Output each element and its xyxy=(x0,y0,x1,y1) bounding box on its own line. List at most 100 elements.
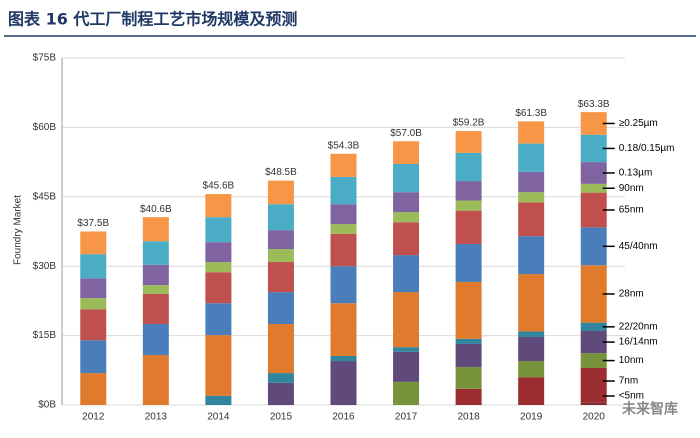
bar-segment xyxy=(455,338,482,344)
legend-label: 0.18/0.15µm xyxy=(619,143,675,154)
legend-label: 65nm xyxy=(619,205,644,216)
bar-segment xyxy=(580,134,607,163)
bar-segment xyxy=(142,355,169,405)
bar-segment xyxy=(518,377,545,405)
bar-segment xyxy=(267,249,294,263)
y-tick-label: $15B xyxy=(33,330,57,341)
total-label: $54.3B xyxy=(328,140,360,151)
bar-segment xyxy=(580,112,607,135)
bar-segment xyxy=(455,281,482,339)
bar-segment xyxy=(518,143,545,172)
bar-segment xyxy=(80,309,107,341)
bar-segment xyxy=(393,163,420,193)
bar-segment xyxy=(580,367,607,403)
bar-segment xyxy=(80,254,107,279)
bar-segment xyxy=(580,265,607,323)
bar-segment xyxy=(455,131,482,153)
bar-segment xyxy=(455,152,482,182)
x-tick-label: 2012 xyxy=(82,412,105,423)
bar-segment xyxy=(455,343,482,368)
legend-label: 22/20nm xyxy=(619,321,658,332)
total-label: $63.3B xyxy=(578,99,610,110)
bar-segment xyxy=(142,264,169,286)
bar-segment xyxy=(330,266,357,304)
legend-label: 7nm xyxy=(619,376,638,387)
x-tick-label: 2018 xyxy=(457,412,480,423)
bar-segment xyxy=(330,233,357,267)
bar-segment xyxy=(518,361,545,378)
bar-segment xyxy=(330,204,357,225)
bar-segment xyxy=(455,210,482,244)
bar-segment xyxy=(518,331,545,337)
bar-segment xyxy=(205,262,232,273)
bar-segment xyxy=(80,278,107,299)
y-tick-label: $75B xyxy=(33,53,57,64)
y-tick-label: $60B xyxy=(33,122,57,133)
bar-segment xyxy=(393,192,420,213)
watermark: 未来智库 xyxy=(622,401,678,417)
legend-label: 0.13µm xyxy=(619,168,653,179)
x-tick-label: 2017 xyxy=(395,412,418,423)
x-tick-label: 2013 xyxy=(145,412,168,423)
bar-segment xyxy=(80,373,107,405)
bar-segment xyxy=(205,303,232,336)
total-label: $45.6B xyxy=(203,181,235,192)
bar-segment xyxy=(80,231,107,255)
chart-title: 图表 16 代工厂制程工艺市场规模及预测 xyxy=(8,10,297,29)
bar-segment xyxy=(142,285,169,294)
bar-segment xyxy=(142,293,169,325)
bar-segment xyxy=(518,274,545,332)
bar-segment xyxy=(518,202,545,237)
y-tick-label: $30B xyxy=(33,261,57,272)
x-tick-label: 2020 xyxy=(583,412,606,423)
bar-segment xyxy=(142,241,169,265)
bar-segment xyxy=(330,355,357,362)
bar-segment xyxy=(455,181,482,201)
bar-segment xyxy=(518,336,545,362)
total-label: $61.3B xyxy=(515,108,547,119)
x-tick-label: 2019 xyxy=(520,412,543,423)
total-label: $37.5B xyxy=(77,218,109,229)
bar-segment xyxy=(80,340,107,374)
bar-segment xyxy=(142,324,169,356)
x-tick-label: 2014 xyxy=(207,412,230,423)
bar-segment xyxy=(580,192,607,228)
bar-segment xyxy=(205,194,232,218)
bar-segment xyxy=(393,292,420,348)
bar-segment xyxy=(267,180,294,205)
bar-segment xyxy=(580,183,607,193)
x-tick-label: 2015 xyxy=(270,412,293,423)
bar-segment xyxy=(518,236,545,275)
bar-segment xyxy=(518,121,545,144)
legend-label: 16/14nm xyxy=(619,337,658,348)
legend-label: 28nm xyxy=(619,289,644,300)
legend-label: <5nm xyxy=(619,391,644,402)
bar-segment xyxy=(393,141,420,164)
legend-label: ≥0.25µm xyxy=(619,118,658,129)
bar-segment xyxy=(455,388,482,405)
legend-label: 10nm xyxy=(619,355,644,366)
bar-segment xyxy=(580,353,607,368)
bar-segment xyxy=(267,230,294,250)
bar-segment xyxy=(330,176,357,205)
bar-segment xyxy=(80,298,107,310)
bar-segment xyxy=(205,335,232,396)
y-tick-label: $45B xyxy=(33,191,57,202)
legend-label: 90nm xyxy=(619,183,644,194)
bar-segment xyxy=(518,192,545,203)
total-label: $57.0B xyxy=(390,128,422,139)
bar-segment xyxy=(580,322,607,331)
bar-segment xyxy=(205,395,232,405)
bar-segment xyxy=(267,292,294,325)
bar-segment xyxy=(393,351,420,382)
y-axis-label: Foundry Market xyxy=(13,195,24,265)
bar-segment xyxy=(205,272,232,304)
bar-segment xyxy=(393,212,420,223)
bar-segment xyxy=(393,255,420,293)
bar-segment xyxy=(455,200,482,211)
total-label: $48.5B xyxy=(265,167,297,178)
bar-segment xyxy=(455,243,482,282)
total-label: $59.2B xyxy=(453,118,485,129)
y-tick-label: $0B xyxy=(38,400,56,411)
